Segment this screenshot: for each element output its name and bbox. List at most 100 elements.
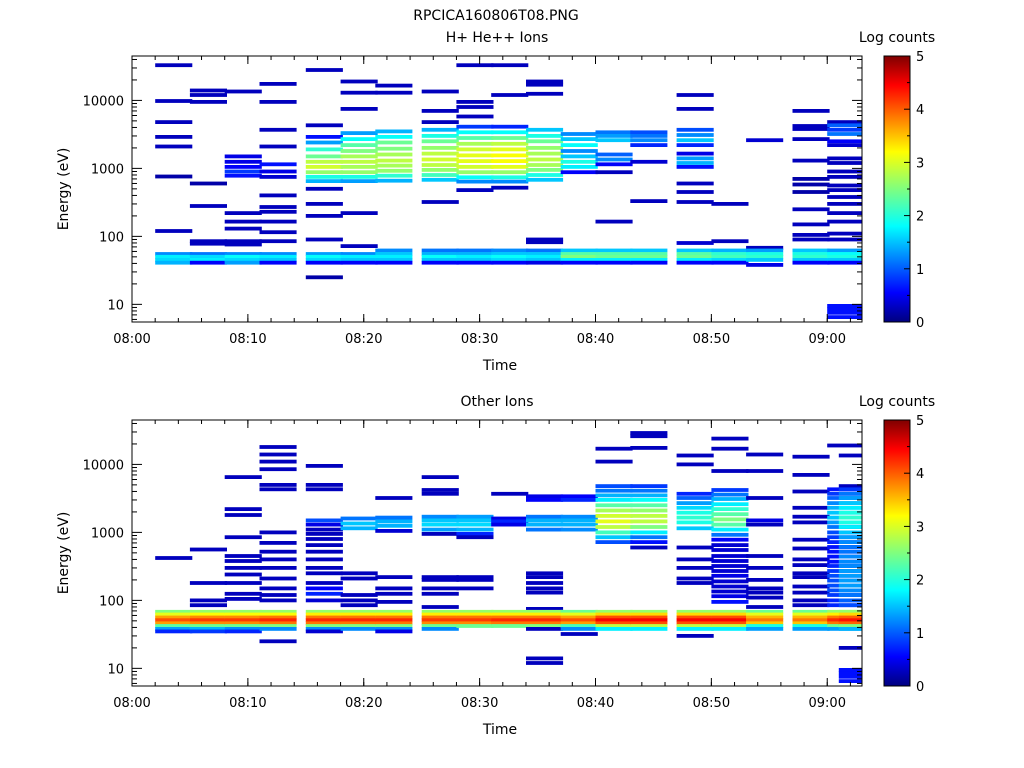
heatmap-cell xyxy=(456,188,494,192)
heatmap-cell xyxy=(630,618,668,623)
heatmap-cell xyxy=(259,609,297,614)
heatmap-cell xyxy=(838,573,862,578)
heatmap-cell xyxy=(711,537,749,542)
heatmap-cell xyxy=(305,175,343,179)
heatmap-cell xyxy=(595,540,633,544)
heatmap-cell xyxy=(526,127,564,132)
heatmap-cell xyxy=(746,452,784,457)
heatmap-cell xyxy=(224,254,262,259)
heatmap-cell xyxy=(792,546,830,551)
heatmap-cell xyxy=(491,165,529,169)
heatmap-cell xyxy=(838,679,862,683)
heatmap-cell xyxy=(676,138,714,143)
heatmap-cell xyxy=(375,83,413,88)
heatmap-cell xyxy=(792,109,830,113)
heatmap-cell xyxy=(560,260,598,265)
heatmap-cell xyxy=(526,518,564,523)
heatmap-cell xyxy=(456,130,494,135)
colorbar xyxy=(883,419,911,687)
heatmap-cell xyxy=(421,254,459,259)
heatmap-cell xyxy=(792,590,830,595)
heatmap-cell xyxy=(676,526,714,531)
heatmap-cell xyxy=(746,248,784,253)
heatmap-cell xyxy=(827,127,862,132)
heatmap-cell xyxy=(340,143,378,147)
heatmap-cell xyxy=(305,214,343,218)
heatmap-cell xyxy=(491,621,529,626)
heatmap-cell xyxy=(676,609,714,614)
x-axis-label: Time xyxy=(482,358,517,374)
heatmap-cell xyxy=(630,503,668,508)
heatmap-cell xyxy=(259,445,297,449)
heatmap-cell xyxy=(155,99,193,103)
heatmap-cell xyxy=(340,516,378,521)
heatmap-cell xyxy=(838,491,862,496)
heatmap-cell xyxy=(560,254,598,259)
spectrogram-panel-1: H+ He++ Ions 08:00 08:10 08:20 08:30 08:40 08:… xyxy=(56,30,935,374)
heatmap-cell xyxy=(340,170,378,175)
heatmap-cell xyxy=(224,219,262,224)
colorbar xyxy=(883,55,911,323)
heatmap-cell xyxy=(711,517,749,522)
heatmap-cell xyxy=(746,615,784,620)
heatmap-cell xyxy=(305,615,343,620)
heatmap-cell xyxy=(746,612,784,617)
heatmap-cell xyxy=(630,535,668,540)
heatmap-cell xyxy=(560,621,598,626)
heatmap-cell xyxy=(456,124,494,129)
heatmap-cell xyxy=(630,130,668,135)
heatmap-cell xyxy=(746,254,784,259)
heatmap-cell xyxy=(305,254,343,259)
heatmap-cell xyxy=(421,575,459,579)
heatmap-cell xyxy=(838,593,862,597)
heatmap-cell xyxy=(630,545,668,550)
heatmap-cell xyxy=(838,505,862,510)
heatmap-cell xyxy=(155,174,193,179)
heatmap-cell xyxy=(189,621,227,626)
heatmap-cell xyxy=(838,559,862,564)
heatmap-cell xyxy=(340,90,378,95)
y-tick-label: 10000 xyxy=(83,94,124,109)
heatmap-cell xyxy=(676,248,714,253)
colorbar-tick-label: 4 xyxy=(916,467,924,482)
heatmap-cell xyxy=(340,624,378,628)
heatmap-cell xyxy=(421,146,459,150)
heatmap-cell xyxy=(456,612,494,617)
heatmap-cell xyxy=(792,612,830,617)
heatmap-cell xyxy=(676,515,714,520)
heatmap-cell xyxy=(792,563,830,567)
heatmap-cell xyxy=(259,487,297,492)
heatmap-cell xyxy=(189,547,227,552)
heatmap-cell xyxy=(746,586,784,591)
heatmap-cell xyxy=(491,136,529,140)
heatmap-cell xyxy=(340,107,378,111)
heatmap-cell xyxy=(375,173,413,178)
heatmap-cell xyxy=(340,612,378,617)
heatmap-cell xyxy=(340,159,378,164)
heatmap-cell xyxy=(421,527,459,532)
x-tick-label: 08:40 xyxy=(577,332,614,347)
panel-title: Other Ions xyxy=(460,394,533,410)
heatmap-cell xyxy=(189,181,227,186)
heatmap-cell xyxy=(827,443,862,448)
heatmap-cell xyxy=(676,453,714,458)
x-tick-label: 08:50 xyxy=(693,332,730,347)
heatmap-cell xyxy=(340,627,378,631)
heatmap-cell xyxy=(456,258,494,262)
heatmap-cell xyxy=(189,252,227,256)
heatmap-cell xyxy=(711,488,749,492)
heatmap-cell xyxy=(305,260,343,265)
heatmap-cell xyxy=(792,615,830,620)
heatmap-cell xyxy=(305,258,343,262)
heatmap-cell xyxy=(746,578,784,582)
heatmap-cell xyxy=(595,535,633,540)
heatmap-cell xyxy=(838,603,862,608)
heatmap-cell xyxy=(827,161,862,165)
heatmap-cell xyxy=(595,621,633,626)
heatmap-cell xyxy=(526,252,564,256)
heatmap-cell xyxy=(676,520,714,525)
heatmap-cell xyxy=(491,618,529,623)
heatmap-cell xyxy=(305,549,343,554)
heatmap-cell xyxy=(838,583,862,588)
heatmap-cell xyxy=(827,211,862,215)
